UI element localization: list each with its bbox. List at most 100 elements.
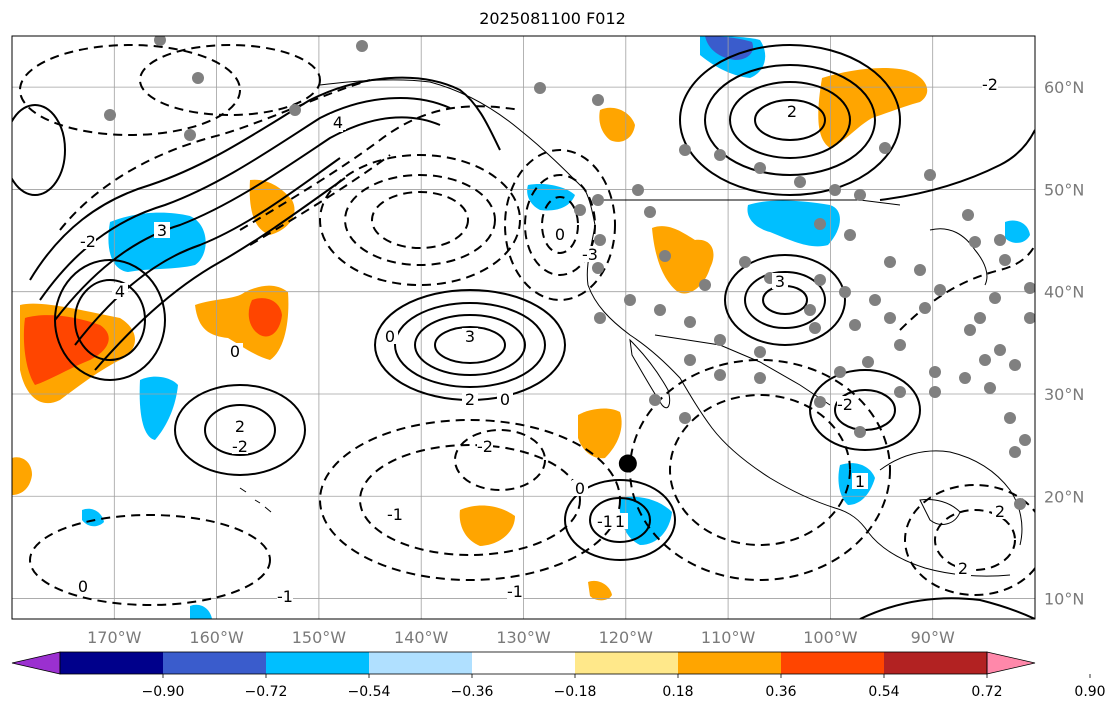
contour-low-coast-2 [524,174,596,276]
contour-low-coast-3 [541,196,579,254]
colorbar-tick-label: −0.36 [451,684,494,700]
station-dot [894,386,906,398]
contour-high-sw-2 [744,271,826,329]
colorbar-tick-label: 0.18 [662,684,693,700]
station-dot [839,286,851,298]
station-dot [684,354,696,366]
border-us-mexico [654,334,831,406]
station-dot [1004,412,1016,424]
station-dot [104,109,116,121]
contour-high-nw-1 [679,44,901,196]
contour-solid-se [859,597,1035,619]
station-dot [962,209,974,221]
station-dot [929,386,941,398]
contour-label: -2 [982,75,998,94]
station-dot [754,372,766,384]
station-dot [994,344,1006,356]
coast-baja [629,338,671,409]
station-markers [104,36,1035,510]
station-dot [654,304,666,316]
contour-label-bg [837,396,853,412]
contour-low-sw [29,514,271,606]
border-us-canada [598,199,901,206]
shade-blue-j [1005,220,1030,243]
shade-blue-d [527,184,575,211]
station-dot [844,229,856,241]
station-dot [862,356,874,368]
station-dot [989,292,1001,304]
station-dot [829,184,841,196]
lat-tick-label: 60°N [1044,78,1084,97]
shade-orange-e [599,107,635,142]
colorbar-bin [575,652,678,674]
colorbar-bin [266,652,369,674]
chart-title: 2025081100 F012 [479,9,626,28]
station-dot [934,284,946,296]
contour-label-bg [552,226,568,242]
shade-red-west [23,315,109,385]
shade-orange-a [249,179,295,235]
lon-tick-label: 130°W [496,628,551,647]
lon-tick-label: 160°W [189,628,244,647]
shade-orange-g [459,505,515,546]
contour-label: 2 [995,502,1005,521]
station-dot [884,256,896,268]
contour-low-gulf-1 [904,484,1035,596]
station-dot [999,254,1011,266]
colorbar-bin [884,652,987,674]
colorbar-frame [59,651,988,675]
contour-label: 2 [465,390,475,409]
contour-label: 4 [333,113,343,132]
shade-blue-i [190,604,212,619]
station-dot [184,129,196,141]
contour-lines [12,44,1035,619]
station-dot [924,169,936,181]
station-dot [814,274,826,286]
contour-label-bg [612,513,628,529]
contour-label-bg [387,506,403,522]
contour-label-bg [477,438,493,454]
station-dot [739,256,751,268]
contour-solid-2 [39,96,451,301]
station-dot [592,262,604,274]
station-dot [849,319,861,331]
lon-tick-label: 90°W [911,628,955,647]
contour-label-bg [227,343,243,359]
shade-blue-h [82,508,104,527]
contour-label: 3 [465,327,475,346]
station-dot [814,396,826,408]
contour-low-tc-1 [564,479,676,561]
contour-label: 0 [78,577,88,596]
station-dot [659,250,671,262]
colorbar-bin [781,652,884,674]
colorbar-tick-label: −0.72 [245,684,288,700]
station-dot [649,394,661,406]
contour-solid-ne [879,129,1035,201]
station-dot [879,142,891,154]
shade-navy-g [705,36,754,60]
contour-label-bg [572,480,588,496]
coastlines [239,79,1023,577]
station-dot [192,72,204,84]
colorbar-bin [60,652,163,674]
contour-high-central-4 [434,326,506,364]
contour-label: 0 [500,390,510,409]
station-dot [854,189,866,201]
shade-orange-c [652,226,714,294]
shade-blue-c [747,200,840,247]
contour-label: -2 [232,437,248,456]
lon-tick-label: 170°W [87,628,142,647]
contour-nw-corner [12,104,66,196]
contour-label: 0 [575,479,585,498]
station-dot [929,366,941,378]
contour-label-bg [982,76,998,92]
contour-label: 2 [787,102,797,121]
station-dot [714,334,726,346]
station-dot [794,176,806,188]
contour-low-mex-2 [669,394,851,546]
contour-label-bg [597,513,613,529]
contour-dashed-jet-3 [249,154,391,246]
station-dot [869,294,881,306]
coast-westus [586,224,1011,577]
